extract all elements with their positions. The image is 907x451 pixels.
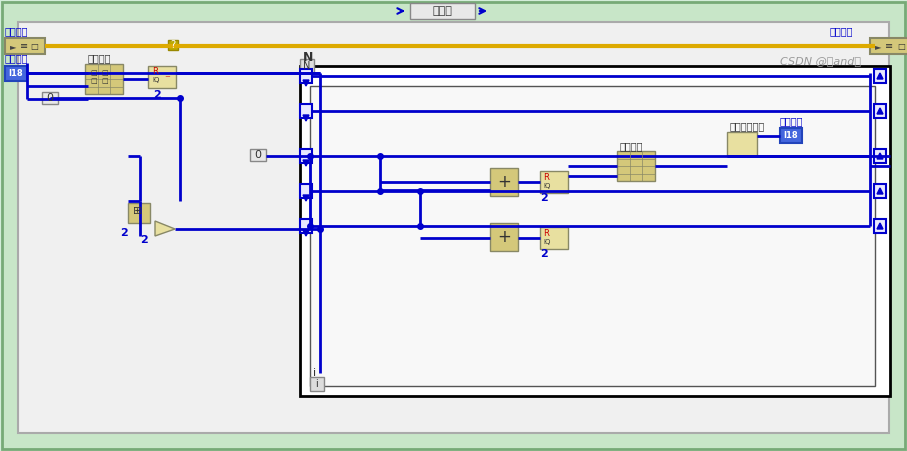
- Text: IQ: IQ: [152, 77, 160, 83]
- Text: I18: I18: [784, 132, 798, 141]
- FancyBboxPatch shape: [300, 66, 890, 396]
- Text: ≡: ≡: [885, 41, 893, 51]
- FancyBboxPatch shape: [780, 128, 802, 143]
- FancyBboxPatch shape: [300, 149, 312, 163]
- FancyBboxPatch shape: [85, 64, 123, 94]
- Text: ⁻: ⁻: [164, 74, 170, 84]
- Text: 2: 2: [153, 90, 161, 100]
- FancyBboxPatch shape: [300, 69, 312, 83]
- Polygon shape: [877, 108, 883, 114]
- Polygon shape: [303, 230, 309, 236]
- Text: ►: ►: [875, 42, 882, 51]
- Text: 错误输出: 错误输出: [830, 26, 853, 36]
- Text: □: □: [101, 78, 108, 84]
- Text: 输入数据: 输入数据: [5, 53, 28, 63]
- FancyBboxPatch shape: [874, 184, 886, 198]
- FancyBboxPatch shape: [310, 86, 875, 386]
- Text: CSDN @羊and船: CSDN @羊and船: [780, 56, 861, 66]
- FancyBboxPatch shape: [540, 171, 568, 193]
- Polygon shape: [877, 188, 883, 194]
- Text: i: i: [316, 379, 318, 389]
- FancyBboxPatch shape: [727, 132, 757, 156]
- FancyBboxPatch shape: [540, 227, 568, 249]
- FancyBboxPatch shape: [300, 184, 312, 198]
- Text: □: □: [90, 70, 97, 76]
- Text: 2: 2: [140, 235, 148, 245]
- Text: ►: ►: [10, 42, 16, 51]
- Text: +: +: [497, 228, 511, 246]
- Text: R: R: [152, 67, 158, 76]
- Text: 2: 2: [540, 249, 548, 259]
- Text: N: N: [303, 61, 311, 71]
- Text: 编码数据: 编码数据: [780, 116, 804, 126]
- Text: IQ: IQ: [543, 239, 551, 245]
- FancyBboxPatch shape: [148, 66, 176, 88]
- Polygon shape: [303, 115, 309, 121]
- FancyBboxPatch shape: [18, 22, 889, 433]
- Polygon shape: [877, 223, 883, 229]
- FancyBboxPatch shape: [310, 377, 324, 391]
- Text: IQ: IQ: [543, 183, 551, 189]
- Text: +: +: [497, 173, 511, 191]
- Polygon shape: [303, 160, 309, 166]
- Text: ⊞: ⊞: [133, 206, 142, 216]
- Text: 0: 0: [46, 93, 54, 103]
- Text: 创建数组: 创建数组: [620, 141, 643, 151]
- FancyBboxPatch shape: [250, 149, 266, 161]
- FancyBboxPatch shape: [128, 203, 150, 223]
- FancyBboxPatch shape: [5, 66, 27, 81]
- FancyBboxPatch shape: [300, 219, 312, 233]
- Polygon shape: [155, 221, 175, 236]
- FancyBboxPatch shape: [300, 104, 312, 118]
- Text: 无错误: 无错误: [432, 6, 452, 16]
- Text: □: □: [101, 70, 108, 76]
- FancyBboxPatch shape: [410, 3, 475, 19]
- FancyBboxPatch shape: [300, 59, 314, 73]
- FancyBboxPatch shape: [42, 92, 58, 104]
- Polygon shape: [877, 153, 883, 159]
- FancyBboxPatch shape: [874, 69, 886, 83]
- FancyBboxPatch shape: [490, 168, 518, 196]
- Text: R: R: [543, 229, 549, 238]
- Polygon shape: [303, 80, 309, 86]
- FancyBboxPatch shape: [874, 104, 886, 118]
- Text: 2: 2: [120, 228, 128, 238]
- FancyBboxPatch shape: [168, 40, 178, 50]
- Text: 创建数组: 创建数组: [88, 53, 112, 63]
- Text: □: □: [90, 78, 97, 84]
- FancyBboxPatch shape: [490, 223, 518, 251]
- Text: N: N: [303, 51, 314, 64]
- Text: 重排数组维数: 重排数组维数: [730, 121, 766, 131]
- Text: I18: I18: [9, 69, 24, 78]
- Text: □: □: [897, 42, 905, 51]
- FancyBboxPatch shape: [874, 219, 886, 233]
- FancyBboxPatch shape: [874, 149, 886, 163]
- Polygon shape: [303, 195, 309, 201]
- Text: 2: 2: [540, 193, 548, 203]
- FancyBboxPatch shape: [5, 38, 45, 54]
- Text: i: i: [313, 368, 317, 378]
- FancyBboxPatch shape: [870, 38, 907, 54]
- Text: □: □: [30, 42, 38, 51]
- Text: ≡: ≡: [20, 41, 28, 51]
- Text: R: R: [543, 173, 549, 182]
- FancyBboxPatch shape: [617, 151, 655, 181]
- Text: 错误输入: 错误输入: [5, 26, 28, 36]
- Text: 0: 0: [255, 150, 261, 160]
- Polygon shape: [877, 73, 883, 79]
- Text: ?: ?: [171, 40, 176, 50]
